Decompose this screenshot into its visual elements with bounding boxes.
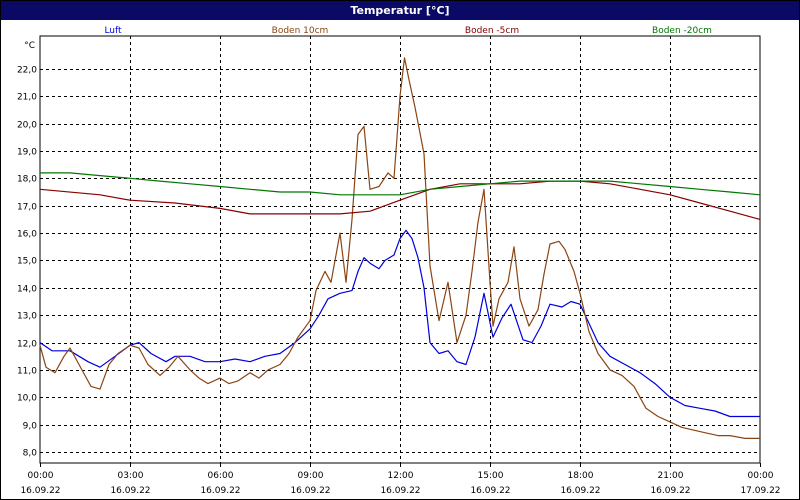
y-tick-label: 21,0 xyxy=(17,93,37,103)
x-tick-time: 18:00 xyxy=(568,471,594,481)
legend-entry: Boden -20cm xyxy=(652,26,712,36)
x-tick-time: 03:00 xyxy=(118,471,144,481)
x-tick-time: 00:00 xyxy=(748,471,774,481)
x-tick-time: 06:00 xyxy=(208,471,234,481)
y-tick-label: 18,0 xyxy=(17,175,37,185)
axes xyxy=(39,35,761,467)
chart-title: Temperatur [°C] xyxy=(1,1,799,20)
y-tick-label: 16,0 xyxy=(17,230,37,240)
series-line-luft xyxy=(39,229,760,418)
x-tick-date: 16.09.22 xyxy=(380,486,420,496)
x-tick-date: 17.09.22 xyxy=(740,486,780,496)
x-tick-time: 00:00 xyxy=(28,471,54,481)
x-tick-time: 12:00 xyxy=(388,471,414,481)
y-tick-label: 8,0 xyxy=(23,449,38,459)
series-line-boden-10cm xyxy=(39,57,760,439)
x-tick-date: 16.09.22 xyxy=(560,486,600,496)
legend-entry: Boden -5cm xyxy=(465,26,519,36)
grid xyxy=(40,36,760,463)
y-tick-label: 10,0 xyxy=(17,394,37,404)
y-axis-label: °C xyxy=(24,41,35,51)
x-tick-date: 16.09.22 xyxy=(200,486,240,496)
legend: Luft Boden 10cm Boden -5cm Boden -20cm xyxy=(104,26,712,36)
x-tick-time: 15:00 xyxy=(478,471,504,481)
x-tick-date: 16.09.22 xyxy=(290,486,330,496)
series-line-boden-20cm xyxy=(40,172,761,196)
tick-labels: 8,0 9,0 10,0 11,0 12,0 13,0 14,0 15,0 16,0 17,0 18… xyxy=(17,41,781,496)
x-tick-time: 09:00 xyxy=(298,471,324,481)
y-tick-label: 17,0 xyxy=(17,203,37,213)
legend-entry: Luft xyxy=(104,26,122,36)
x-tick-date: 16.09.22 xyxy=(20,486,60,496)
y-tick-label: 12,0 xyxy=(17,340,37,350)
y-tick-label: 9,0 xyxy=(23,422,38,432)
y-tick-label: 13,0 xyxy=(17,312,37,322)
x-tick-date: 16.09.22 xyxy=(470,486,510,496)
y-tick-label: 22,0 xyxy=(17,66,37,76)
y-tick-label: 15,0 xyxy=(17,257,37,267)
y-tick-label: 14,0 xyxy=(17,285,37,295)
legend-entry: Boden 10cm xyxy=(272,26,329,36)
x-tick-date: 16.09.22 xyxy=(650,486,690,496)
x-tick-date: 16.09.22 xyxy=(110,486,150,496)
y-tick-label: 19,0 xyxy=(17,148,37,158)
x-tick-time: 21:00 xyxy=(658,471,684,481)
y-tick-label: 20,0 xyxy=(17,121,37,131)
series-group xyxy=(39,57,761,439)
y-tick-label: 11,0 xyxy=(17,367,37,377)
